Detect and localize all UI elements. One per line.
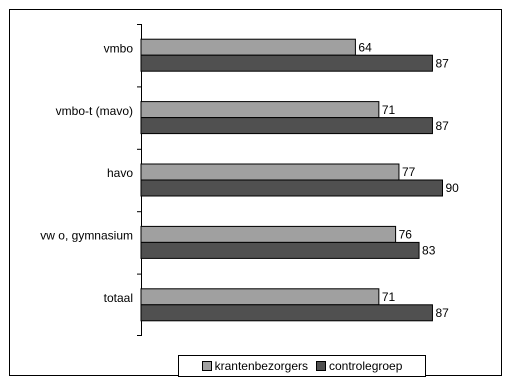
bar-controlegroep-4: [140, 304, 433, 322]
data-label-krantenbezorgers-0: 64: [358, 40, 372, 54]
bar-krantenbezorgers-1: [140, 101, 380, 119]
bar-controlegroep-0: [140, 54, 433, 72]
data-label-controlegroep-1: 87: [435, 119, 449, 133]
legend-swatch-krantenbezorgers: [201, 361, 212, 371]
legend-swatch-controlegroep: [316, 361, 326, 371]
legend-item-controlegroep: controlegroep: [316, 359, 402, 373]
bar-krantenbezorgers-4: [140, 288, 380, 306]
category-label: vmbo-t (mavo): [56, 104, 133, 118]
legend-label-controlegroep: controlegroep: [329, 359, 403, 373]
data-label-krantenbezorgers-1: 71: [382, 103, 396, 117]
data-label-controlegroep-0: 87: [435, 56, 449, 70]
category-label: totaal: [104, 291, 133, 305]
bar-controlegroep-1: [140, 117, 433, 135]
category-label: havo: [107, 166, 133, 180]
data-label-krantenbezorgers-2: 77: [402, 165, 416, 179]
bar-controlegroep-2: [140, 179, 443, 197]
bar-krantenbezorgers-0: [140, 38, 356, 56]
data-label-controlegroep-3: 83: [422, 244, 436, 258]
legend-item-krantenbezorgers: krantenbezorgers: [201, 359, 308, 373]
category-label: vw o, gymnasium: [40, 229, 133, 243]
data-label-krantenbezorgers-3: 76: [399, 228, 413, 242]
bar-controlegroep-3: [140, 241, 420, 259]
data-label-controlegroep-4: 87: [435, 306, 449, 320]
category-label: vmbo: [104, 41, 134, 55]
legend: krantenbezorgers controlegroep: [178, 355, 426, 377]
bar-krantenbezorgers-3: [140, 225, 397, 243]
bar-krantenbezorgers-2: [140, 163, 400, 181]
legend-label-krantenbezorgers: krantenbezorgers: [214, 359, 308, 373]
data-label-controlegroep-2: 90: [446, 181, 460, 195]
data-label-krantenbezorgers-4: 71: [382, 290, 396, 304]
